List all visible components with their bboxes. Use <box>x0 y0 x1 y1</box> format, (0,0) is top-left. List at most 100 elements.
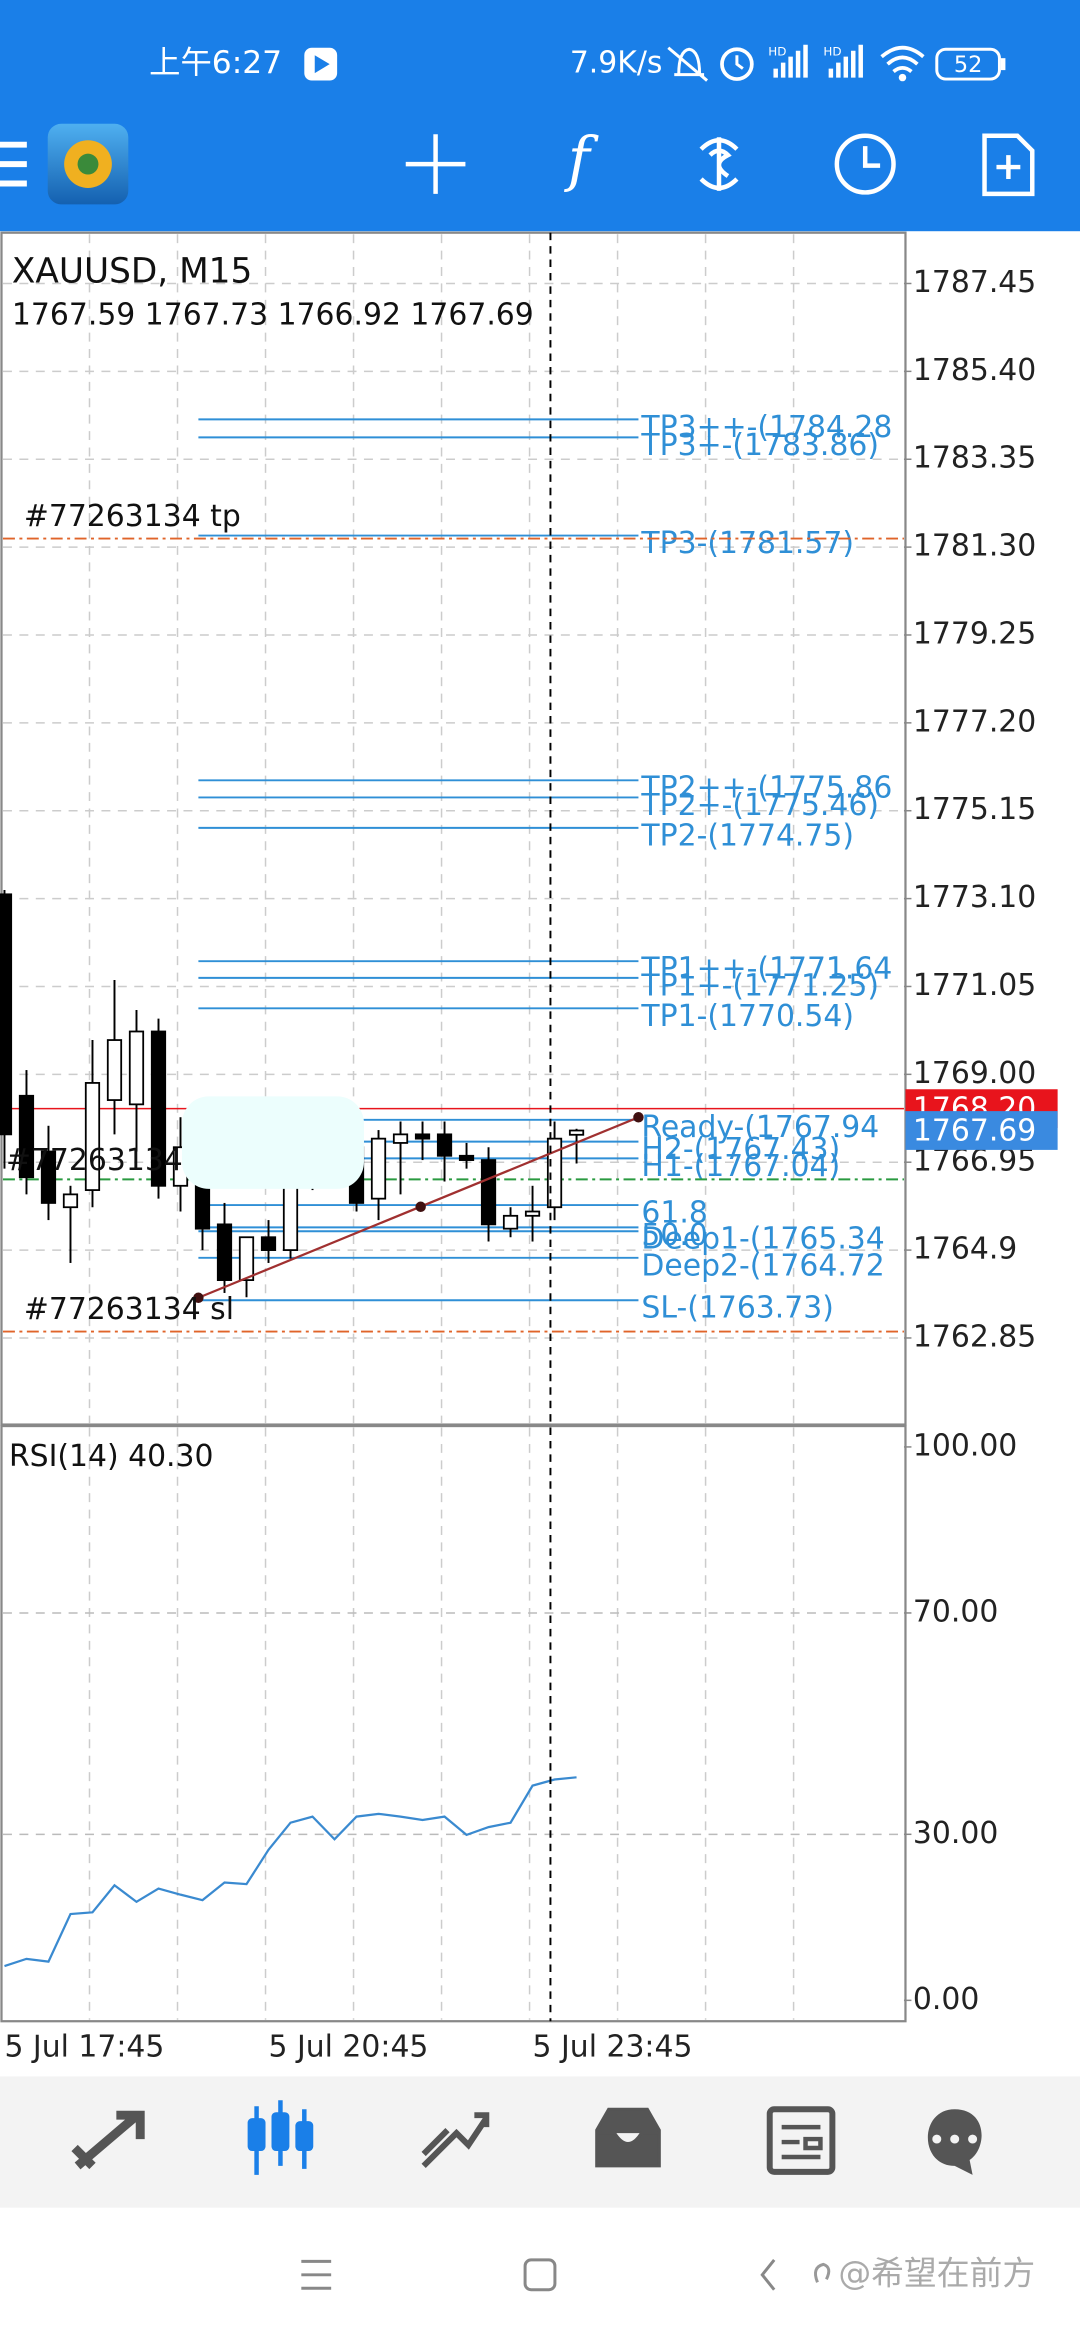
level-label: Deep2-(1764.72 <box>641 1248 884 1283</box>
candle-body <box>480 1159 497 1226</box>
y-tick-label: 1773.10 <box>913 880 1036 915</box>
candle-body <box>458 1154 475 1161</box>
y-tick-label: 0.00 <box>913 1982 979 2017</box>
order-label: #77263134 tp <box>24 499 241 534</box>
level-label: TP2+-(1775.46) <box>640 788 879 823</box>
menu-button[interactable] <box>0 141 27 187</box>
y-tick-label: 1783.35 <box>913 441 1036 476</box>
candle-body <box>40 1150 57 1204</box>
candle-body <box>370 1137 387 1200</box>
order-label: #77263134 <box>6 1143 183 1178</box>
candle-body <box>62 1193 79 1209</box>
y-tick-label: 1779.25 <box>913 616 1036 651</box>
level-label: TP2++-(1775.86 <box>640 771 892 806</box>
y-tick-label: 1771.05 <box>913 968 1036 1003</box>
header-bg <box>0 0 1080 232</box>
x-tick-label: 5 Jul 23:45 <box>533 2030 693 2065</box>
chart-title: RSI(14) 40.30 <box>9 1439 214 1474</box>
y-tick-label: 1764.9 <box>913 1232 1017 1267</box>
signal-2 <box>828 44 863 78</box>
timeframe-button[interactable] <box>834 133 896 195</box>
x-tick-label: 5 Jul 17:45 <box>4 2030 164 2065</box>
level-label: TP1+-(1771.25) <box>640 968 879 1003</box>
watermark-logo <box>814 2262 831 2283</box>
new-order-button[interactable] <box>982 133 1035 197</box>
level-label: TP3+-(1783.86) <box>640 428 879 463</box>
app-notice-glyph <box>314 55 330 74</box>
level-label: TP1++-(1771.64 <box>640 952 892 987</box>
level-label: H2-(1767.43) <box>641 1132 840 1167</box>
app-icon-glyph <box>77 153 99 175</box>
candle-body <box>568 1129 585 1136</box>
chart-title: XAUUSD, M15 <box>12 251 252 291</box>
signal-hd: HD <box>823 45 841 59</box>
level-label: 61.8 <box>641 1196 707 1231</box>
level-label: SL-(1763.73) <box>641 1291 833 1326</box>
chat-dot <box>968 2134 978 2144</box>
y-tick-label: 1785.40 <box>913 353 1036 388</box>
y-tick-label: 1769.00 <box>913 1056 1036 1091</box>
news-tab-glyph <box>781 2124 823 2160</box>
trend-anchor <box>193 1292 204 1303</box>
menu-key[interactable] <box>301 2259 332 2290</box>
level-label: Ready-(1767.94 <box>641 1110 879 1145</box>
chart-tab-glyph <box>271 2112 290 2152</box>
signal-1 <box>773 44 808 78</box>
y-tick-label: 1777.20 <box>913 704 1036 739</box>
chat-dot <box>950 2134 960 2144</box>
news-tab[interactable] <box>766 2106 836 2175</box>
timeframe-hands <box>862 146 881 168</box>
chart-tab-glyph <box>295 2121 314 2152</box>
alarm-icon <box>720 47 754 81</box>
level-label: Deep1-(1765.34 <box>641 1222 884 1257</box>
candle-body <box>106 1039 123 1101</box>
status-time: 上午6:27 <box>149 45 282 81</box>
candle-body <box>216 1223 233 1281</box>
battery-level: 52 <box>954 52 982 78</box>
level-label: TP3++-(1784.28 <box>640 410 892 445</box>
trade-button[interactable] <box>699 137 739 191</box>
y-tick-label: 30.00 <box>913 1816 998 1851</box>
history-tab[interactable] <box>595 2107 661 2168</box>
y-tick-label: 1775.15 <box>913 792 1036 827</box>
battery <box>935 47 1001 81</box>
candle-body <box>524 1210 541 1217</box>
candle-body <box>84 1082 101 1191</box>
candle-body <box>150 1030 167 1187</box>
candle-body <box>238 1236 255 1281</box>
signal-hd: HD <box>768 45 786 59</box>
level-label: TP1-(1770.54) <box>640 999 854 1034</box>
watermark: @希望在前方 <box>838 2254 1035 2292</box>
order-label: #77263134 sl <box>24 1292 234 1327</box>
level-label: 50.0 <box>641 1218 707 1253</box>
y-tick-label: 1762.85 <box>913 1319 1036 1354</box>
trend-anchor <box>633 1112 644 1123</box>
ohlc-label: 1767.59 1767.73 1766.92 1767.69 <box>12 298 534 333</box>
bottom-nav <box>0 2076 1080 2208</box>
battery-tip <box>1000 58 1006 71</box>
level-label: TP3-(1781.57) <box>640 526 854 561</box>
bid-label: 1767.69 <box>913 1113 1036 1148</box>
level-label: TP2-(1774.75) <box>640 818 854 853</box>
status-speed: 7.9K/s <box>570 46 663 81</box>
trade-tab[interactable] <box>421 2112 490 2169</box>
trend-anchor <box>415 1201 426 1212</box>
candle-body <box>392 1133 409 1144</box>
y-tick-label: 100.00 <box>913 1428 1017 1463</box>
wifi-dot <box>898 73 907 82</box>
wifi-icon <box>880 45 925 74</box>
level-label: H1-(1767.04) <box>641 1149 840 1184</box>
rsi-line <box>4 1776 577 1968</box>
candle-body <box>502 1214 519 1230</box>
x-tick-label: 5 Jul 20:45 <box>269 2030 429 2065</box>
candle-body <box>414 1133 431 1140</box>
y-tick-label: 70.00 <box>913 1594 998 1629</box>
candle-body <box>0 893 13 1136</box>
quotes-tab[interactable] <box>71 2110 145 2170</box>
rsi-panel <box>0 1424 907 2023</box>
home-key[interactable] <box>523 2258 557 2292</box>
back-key[interactable] <box>760 2258 776 2291</box>
crosshair-button[interactable] <box>405 134 466 194</box>
obscured-area <box>181 1096 364 1189</box>
